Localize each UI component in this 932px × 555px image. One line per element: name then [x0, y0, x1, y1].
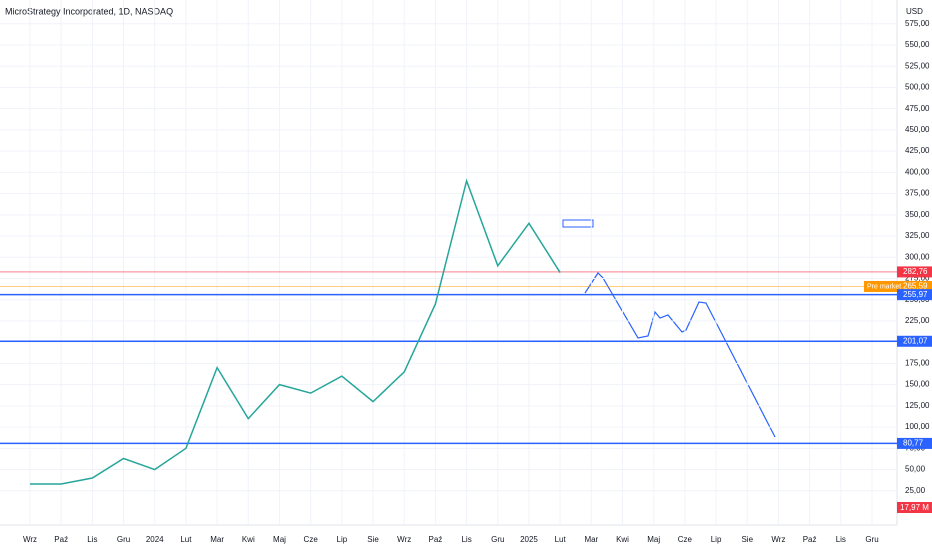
- level-tag: [897, 266, 932, 278]
- y-tick-label: 125,00: [905, 401, 930, 410]
- y-tick-label: 150,00: [905, 380, 930, 389]
- level-tag: [897, 289, 932, 301]
- x-tick-label: Gru: [865, 535, 878, 544]
- x-tick-label: Lut: [180, 535, 192, 544]
- y-tick-label: 500,00: [905, 83, 930, 92]
- x-tick-label: Lis: [836, 535, 846, 544]
- x-tick-label: Lut: [555, 535, 567, 544]
- x-tick-label: 2025: [520, 535, 538, 544]
- level-label: 265,59: [903, 282, 928, 291]
- projection-drawing: [584, 272, 776, 438]
- x-tick-label: Gru: [491, 535, 504, 544]
- y-tick-label: 425,00: [905, 146, 930, 155]
- x-tick-label: Sie: [367, 535, 379, 544]
- x-tick-label: Lip: [711, 535, 722, 544]
- y-tick-label: 225,00: [905, 316, 930, 325]
- drawn-box: [562, 219, 594, 228]
- x-tick-label: Maj: [273, 535, 286, 544]
- x-tick-label: Sie: [741, 535, 753, 544]
- premarket-tag: [864, 280, 897, 292]
- x-tick-label: Paź: [803, 535, 817, 544]
- y-tick-label: 325,00: [905, 231, 930, 240]
- y-tick-label: 375,00: [905, 189, 930, 198]
- x-tick-label: Mar: [210, 535, 224, 544]
- x-tick-label: Cze: [304, 535, 319, 544]
- level-label: 80,77: [903, 439, 924, 448]
- y-tick-label: 50,00: [905, 465, 926, 474]
- x-tick-label: Lis: [87, 535, 97, 544]
- x-tick-label: Wrz: [397, 535, 411, 544]
- volume-label: 17,97 M: [900, 503, 929, 512]
- level-tag: [897, 335, 932, 347]
- x-tick-label: Lip: [337, 535, 348, 544]
- currency: USD: [906, 7, 923, 16]
- y-tick-label: 300,00: [905, 252, 930, 261]
- x-tick-label: Wrz: [771, 535, 785, 544]
- x-tick-label: Cze: [678, 535, 693, 544]
- level-label: 282,76: [903, 267, 928, 276]
- y-tick-label: 450,00: [905, 125, 930, 134]
- y-tick-label: 575,00: [905, 19, 930, 28]
- y-tick-label: 100,00: [905, 422, 930, 431]
- level-label: 201,07: [903, 336, 928, 345]
- x-tick-label: Kwi: [616, 535, 629, 544]
- y-tick-label: 25,00: [905, 486, 926, 495]
- y-tick-label: 175,00: [905, 359, 930, 368]
- y-tick-label: 525,00: [905, 61, 930, 70]
- y-tick-label: 400,00: [905, 167, 930, 176]
- level-tag: [897, 280, 932, 292]
- y-tick-label: 275,00: [905, 274, 930, 283]
- x-tick-label: Wrz: [23, 535, 37, 544]
- x-tick-label: Lis: [461, 535, 471, 544]
- volume-tag: [897, 502, 932, 513]
- y-tick-label: 475,00: [905, 104, 930, 113]
- x-tick-label: Paź: [54, 535, 68, 544]
- x-tick-label: 2024: [146, 535, 164, 544]
- price-line: [30, 178, 561, 485]
- y-tick-label: 550,00: [905, 40, 930, 49]
- y-tick-label: 350,00: [905, 210, 930, 219]
- x-tick-label: Mar: [584, 535, 598, 544]
- x-tick-label: Gru: [117, 535, 130, 544]
- x-tick-label: Kwi: [242, 535, 255, 544]
- level-label: 255,97: [903, 290, 928, 299]
- x-tick-label: Paź: [429, 535, 443, 544]
- x-tick-label: Maj: [647, 535, 660, 544]
- chart-title: MicroStrategy Incorporated, 1D, NASDAQ: [5, 6, 173, 16]
- level-tag: [897, 437, 932, 449]
- premarket-label: Pre market: [867, 283, 901, 290]
